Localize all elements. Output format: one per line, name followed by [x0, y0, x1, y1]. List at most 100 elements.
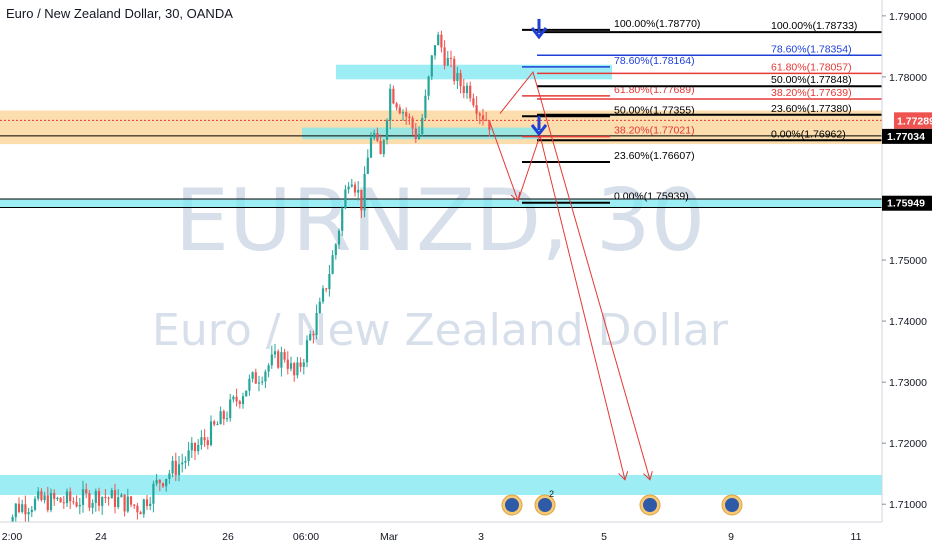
candle-body	[353, 184, 357, 193]
candle-body	[174, 460, 177, 476]
candle-body	[120, 494, 123, 498]
candle-body	[184, 460, 187, 463]
candle-body	[325, 288, 328, 290]
candle-body	[315, 313, 318, 336]
candle-body	[264, 371, 267, 382]
x-tick-label-2: 26	[222, 531, 234, 543]
watermark-name: Euro / New Zealand Dollar	[152, 305, 729, 356]
candle-body	[251, 372, 254, 379]
x-axis-bg	[0, 522, 882, 550]
candle-body	[171, 460, 174, 474]
candle-body	[152, 483, 155, 504]
candle-body	[190, 442, 193, 451]
candle-body	[129, 496, 133, 505]
candle-body	[193, 442, 197, 452]
candle-body	[113, 490, 117, 508]
candle-body	[344, 189, 347, 209]
candle-body	[280, 352, 283, 368]
candle-body	[369, 137, 373, 158]
candle-body	[94, 491, 97, 503]
blue-arrow-head-1	[530, 124, 548, 137]
candle-body	[449, 57, 453, 59]
candle-body	[321, 288, 325, 302]
candle-body	[395, 103, 398, 108]
fib-left-label-6: 0.00%(1.75939)	[614, 191, 689, 203]
candle-body	[24, 504, 27, 515]
candle-body	[248, 378, 251, 391]
projection-arrowhead-3	[510, 191, 521, 202]
candle-body	[385, 120, 389, 140]
candle-body	[139, 512, 142, 515]
fib-left-label-5: 23.60%(1.76607)	[614, 150, 695, 162]
candle-body	[241, 396, 245, 405]
fib-right-label-6: 0.00%(1.76962)	[771, 128, 846, 140]
candle-body	[382, 139, 385, 155]
candle-body	[17, 503, 21, 512]
candle-body	[75, 502, 78, 507]
candle-body	[126, 496, 129, 512]
candle-body	[478, 113, 481, 116]
candle-body	[149, 503, 152, 507]
candle-body	[328, 273, 331, 290]
candle-body	[235, 396, 238, 402]
candle-body	[136, 505, 139, 513]
candle-body	[142, 499, 145, 515]
candle-body	[366, 157, 369, 174]
candle-body	[107, 497, 110, 499]
candle-body	[379, 140, 382, 155]
candle-body	[97, 491, 101, 506]
zone-target-2	[0, 474, 882, 496]
fib-right-label-0: 100.00%(1.78733)	[771, 20, 857, 32]
candle-body	[209, 421, 213, 446]
candle-body	[481, 115, 485, 120]
price-label-current: 1.77289	[897, 115, 932, 127]
event-badge-inner-0	[505, 498, 519, 512]
y-tick-label-0: 1.79000	[889, 11, 927, 23]
candle-body	[376, 133, 379, 141]
candle-body	[437, 34, 440, 46]
candle-body	[360, 189, 363, 211]
candle-body	[254, 372, 257, 384]
candle-body	[216, 424, 219, 426]
candle-body	[283, 352, 286, 360]
candle-body	[389, 88, 392, 121]
candle-body	[488, 120, 491, 130]
event-badge-inner-3	[725, 498, 739, 512]
projection-path-2	[499, 70, 651, 480]
price-label-75949-bg	[882, 195, 932, 211]
candle-body	[267, 365, 270, 372]
candle-body	[433, 45, 437, 56]
fib-right-label-2: 61.80%(1.78057)	[771, 61, 852, 73]
candle-body	[401, 112, 405, 114]
candle-body	[53, 492, 56, 499]
candle-body	[187, 450, 190, 461]
event-badge-inner-1	[538, 498, 552, 512]
candle-body	[485, 119, 488, 121]
candle-body	[232, 396, 235, 400]
y-tick-label-8: 1.71000	[889, 499, 927, 511]
event-badge-count-1: 2	[549, 489, 554, 499]
price-label-77034: 1.77034	[887, 131, 925, 143]
candle-body	[312, 334, 315, 336]
candle-body	[27, 512, 30, 515]
candle-body	[181, 462, 184, 465]
candle-body	[177, 464, 181, 476]
candle-body	[203, 437, 206, 441]
candle-body	[219, 411, 222, 425]
candle-body	[299, 362, 302, 367]
candle-body	[104, 496, 107, 498]
candle-body	[33, 498, 37, 510]
candle-body	[289, 363, 293, 369]
x-tick-label-1: 24	[95, 531, 107, 543]
candle-body	[417, 134, 421, 140]
candle-body	[392, 88, 395, 104]
candle-body	[161, 483, 165, 487]
candle-body	[408, 116, 411, 119]
candle-body	[421, 117, 424, 135]
fib-left-label-4: 38.20%(1.77021)	[614, 125, 695, 137]
x-tick-label-4: Mar	[380, 531, 399, 543]
candle-body	[459, 73, 462, 87]
x-tick-label-7: 9	[728, 531, 734, 543]
candle-body	[472, 98, 475, 106]
